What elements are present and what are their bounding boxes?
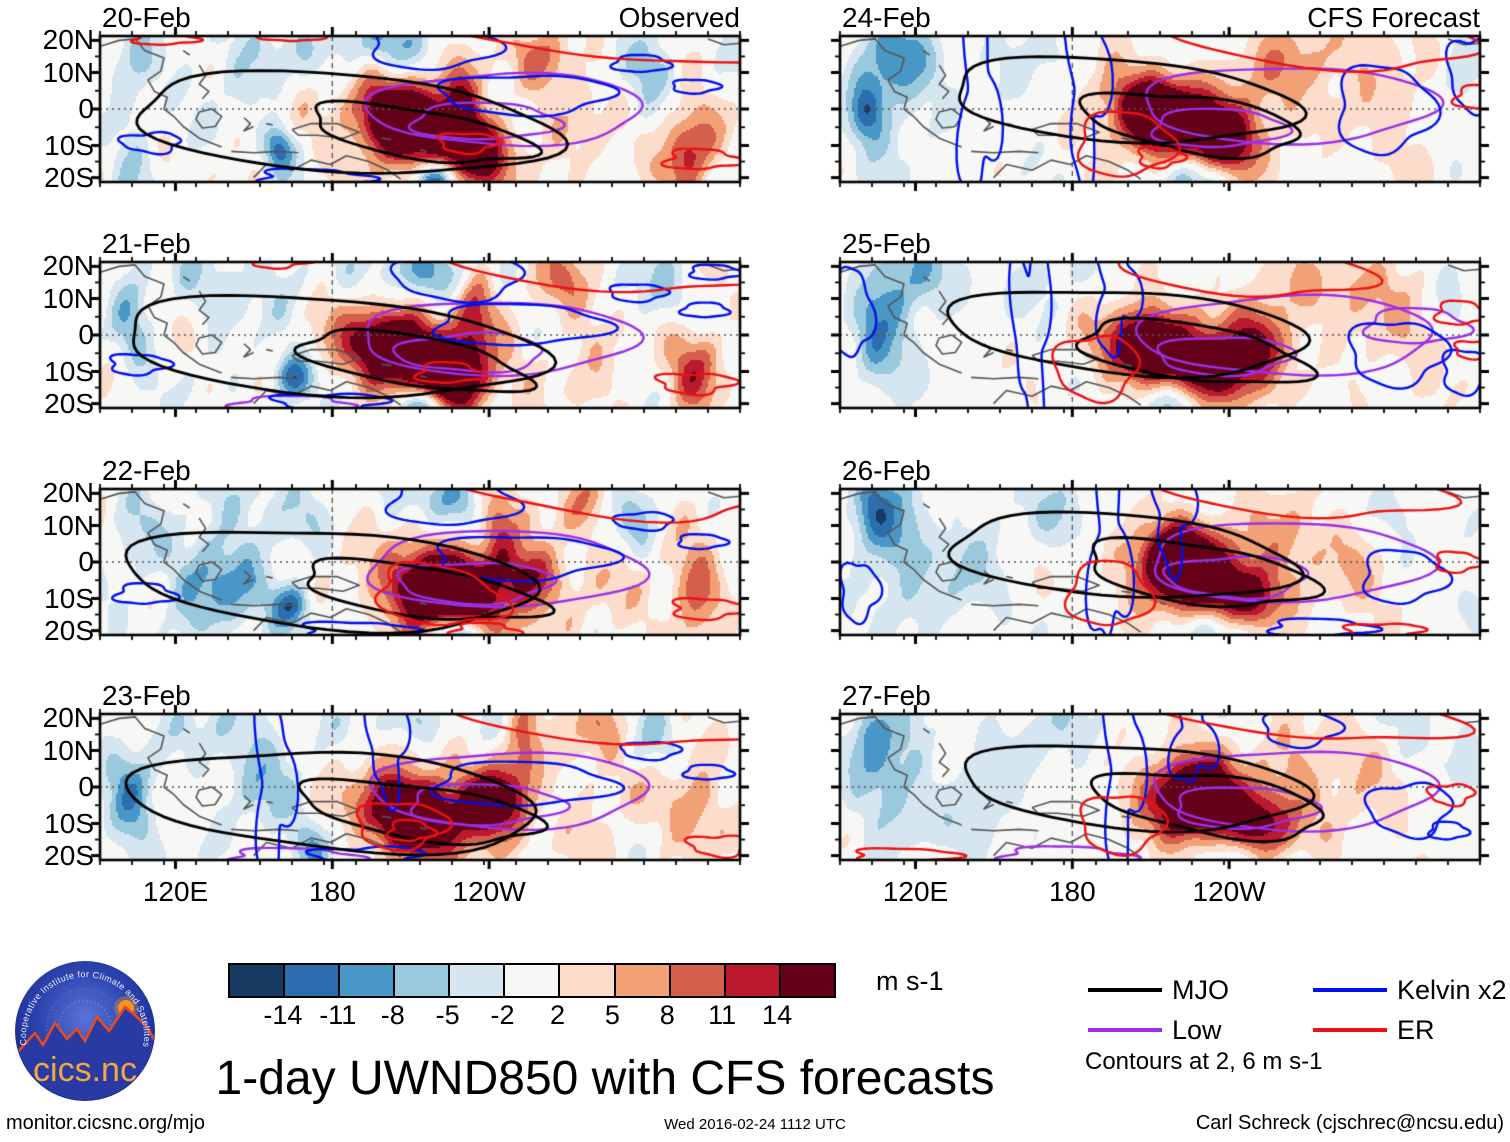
colorbar-cell xyxy=(340,965,396,996)
footer-author: Carl Schreck (cjschrec@ncsu.edu) xyxy=(1195,1112,1504,1134)
lon-tick-label: 120E xyxy=(882,876,949,907)
colorbar-cell xyxy=(450,965,506,996)
map-canvas-21-feb xyxy=(88,250,752,420)
lat-tick-label: 20N xyxy=(42,24,94,56)
lat-tick-label: 20S xyxy=(44,839,94,871)
map-canvas-22-feb xyxy=(88,477,752,647)
logo-mountains xyxy=(16,1005,154,1100)
colorbar-unit-label: m s-1 xyxy=(876,966,944,996)
lat-tick-label: 10S xyxy=(44,355,94,387)
lat-tick-label: 10N xyxy=(42,282,94,314)
legend-label: ER xyxy=(1397,1015,1435,1045)
colorbar-tick-label: -8 xyxy=(380,1000,405,1030)
footer-url: monitor.cicsnc.org/mjo xyxy=(6,1112,205,1134)
lat-tick-label: 20N xyxy=(42,477,94,509)
footer-timestamp: Wed 2016-02-24 1112 UTC xyxy=(664,1116,846,1133)
lon-tick-label: 180 xyxy=(1048,876,1096,907)
colorbar-cell xyxy=(560,965,616,996)
colorbar-cells xyxy=(228,963,836,998)
lat-tick-label: 0 xyxy=(78,93,94,124)
legend-line-er xyxy=(1313,1028,1387,1032)
lat-tick-label: 10N xyxy=(42,509,94,541)
lat-tick-label: 20S xyxy=(44,614,94,646)
colorbar-cell xyxy=(230,965,286,996)
lon-tick-label: 120W xyxy=(1192,876,1266,907)
colorbar-tick-label: -11 xyxy=(319,1000,357,1030)
cicsnc-logo: cics.nc Cooperative Institute for Climat… xyxy=(15,961,155,1101)
lat-tick-label: 10N xyxy=(42,734,94,766)
colorbar-tick-label: 8 xyxy=(659,1000,675,1030)
figure-title: 1-day UWND850 with CFS forecasts xyxy=(215,1052,995,1105)
map-canvas-24-feb xyxy=(828,24,1492,194)
lat-tick-label: 20N xyxy=(42,702,94,734)
colorbar-tick-label: -14 xyxy=(263,1000,303,1030)
map-canvas-25-feb xyxy=(828,250,1492,420)
map-canvas-20-feb xyxy=(88,24,752,194)
colorbar-cell xyxy=(505,965,561,996)
lat-tick-label: 0 xyxy=(78,771,94,802)
legend-label: Kelvin x2 xyxy=(1397,975,1507,1005)
lat-tick-label: 10S xyxy=(44,582,94,614)
legend-contour-note: Contours at 2, 6 m s-1 xyxy=(1085,1048,1323,1075)
colorbar-cell xyxy=(615,965,671,996)
colorbar-tick-label: 5 xyxy=(604,1000,620,1030)
legend-line-kelvin-x2 xyxy=(1313,988,1387,992)
legend-label: MJO xyxy=(1172,975,1229,1005)
lon-tick-label: 120E xyxy=(142,876,209,907)
lat-tick-label: 0 xyxy=(78,546,94,577)
lat-tick-label: 0 xyxy=(78,319,94,350)
colorbar-tick-label: -5 xyxy=(435,1000,460,1030)
lon-tick-label: 120W xyxy=(452,876,526,907)
lat-tick-label: 10S xyxy=(44,129,94,161)
colorbar-cell xyxy=(670,965,726,996)
map-canvas-23-feb xyxy=(88,702,752,872)
logo-name: cics.nc xyxy=(33,1051,137,1089)
colorbar-tick-label: -2 xyxy=(490,1000,515,1030)
lat-tick-label: 10N xyxy=(42,56,94,88)
lon-tick-label: 180 xyxy=(308,876,356,907)
map-canvas-27-feb xyxy=(828,702,1492,872)
colorbar-cell xyxy=(285,965,341,996)
lat-tick-label: 20N xyxy=(42,250,94,282)
colorbar-tick-label: 11 xyxy=(708,1000,737,1030)
lat-tick-label: 20S xyxy=(44,387,94,419)
colorbar-cell xyxy=(725,965,781,996)
legend-line-low xyxy=(1088,1028,1162,1032)
colorbar-cell xyxy=(395,965,451,996)
lat-tick-label: 20S xyxy=(44,161,94,193)
lat-tick-label: 10S xyxy=(44,807,94,839)
colorbar-cell xyxy=(780,965,834,996)
colorbar-tick-label: 14 xyxy=(762,1000,793,1030)
legend-line-mjo xyxy=(1088,988,1162,992)
colorbar-tick-label: 2 xyxy=(549,1000,565,1030)
map-canvas-26-feb xyxy=(828,477,1492,647)
legend-label: Low xyxy=(1172,1015,1222,1045)
colorbar xyxy=(228,963,836,998)
